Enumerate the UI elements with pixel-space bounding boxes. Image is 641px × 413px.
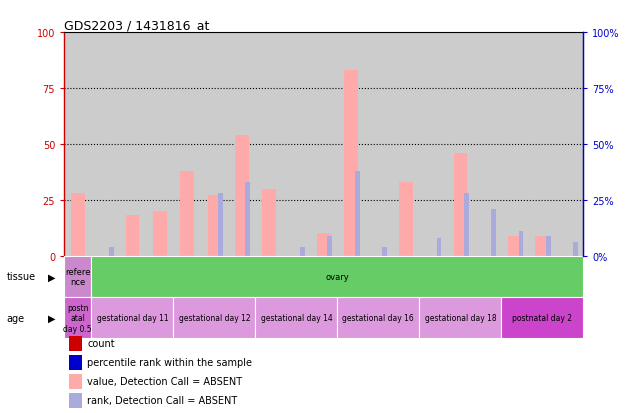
Bar <box>64 33 92 256</box>
Text: ▶: ▶ <box>48 313 56 323</box>
Bar <box>92 297 174 339</box>
Bar <box>126 216 139 256</box>
Bar <box>228 33 255 256</box>
Bar <box>108 247 113 256</box>
Bar <box>174 297 255 339</box>
Bar <box>69 393 82 408</box>
Bar <box>399 183 413 256</box>
Bar <box>174 33 201 256</box>
Bar <box>337 297 419 339</box>
Bar <box>491 209 496 256</box>
Bar <box>501 33 529 256</box>
Bar <box>573 243 578 256</box>
Bar <box>208 196 221 256</box>
Bar <box>508 236 522 256</box>
Text: count: count <box>87 339 115 349</box>
Bar <box>365 33 392 256</box>
Bar <box>328 236 332 256</box>
Text: gestational day 12: gestational day 12 <box>179 313 250 323</box>
Bar <box>437 238 442 256</box>
Bar <box>71 194 85 256</box>
Bar <box>153 211 167 256</box>
Bar <box>69 355 82 370</box>
Text: postn
atal
day 0.5: postn atal day 0.5 <box>63 303 92 333</box>
Text: value, Detection Call = ABSENT: value, Detection Call = ABSENT <box>87 377 242 387</box>
Bar <box>235 135 249 256</box>
Bar <box>535 236 549 256</box>
Bar <box>246 183 250 256</box>
Text: age: age <box>6 313 24 323</box>
Bar <box>419 33 447 256</box>
Bar <box>283 33 310 256</box>
Bar <box>310 33 337 256</box>
Bar <box>474 33 501 256</box>
Bar <box>146 33 174 256</box>
Bar <box>454 154 467 256</box>
Bar <box>262 189 276 256</box>
Text: gestational day 11: gestational day 11 <box>97 313 168 323</box>
Bar <box>354 171 360 256</box>
Bar <box>218 194 223 256</box>
Bar <box>464 194 469 256</box>
Bar <box>392 33 419 256</box>
Text: rank, Detection Call = ABSENT: rank, Detection Call = ABSENT <box>87 396 238 406</box>
Bar <box>255 297 337 339</box>
Bar <box>556 33 583 256</box>
Text: gestational day 18: gestational day 18 <box>424 313 496 323</box>
Bar <box>64 297 92 339</box>
Bar <box>180 171 194 256</box>
Bar <box>546 236 551 256</box>
Bar <box>529 33 556 256</box>
Bar <box>201 33 228 256</box>
Text: gestational day 14: gestational day 14 <box>260 313 332 323</box>
Bar <box>519 232 524 256</box>
Bar <box>447 33 474 256</box>
Text: refere
nce: refere nce <box>65 267 90 286</box>
Bar <box>92 33 119 256</box>
Text: ovary: ovary <box>326 272 349 281</box>
Bar <box>382 247 387 256</box>
Text: gestational day 16: gestational day 16 <box>342 313 414 323</box>
Bar <box>337 33 365 256</box>
Bar <box>255 33 283 256</box>
Bar <box>317 234 331 256</box>
Bar <box>501 297 583 339</box>
Text: percentile rank within the sample: percentile rank within the sample <box>87 358 253 368</box>
Bar <box>119 33 146 256</box>
Text: GDS2203 / 1431816_at: GDS2203 / 1431816_at <box>64 19 210 32</box>
Bar <box>69 336 82 351</box>
Text: postnatal day 2: postnatal day 2 <box>512 313 572 323</box>
Bar <box>344 71 358 256</box>
Bar <box>64 256 92 297</box>
Text: ▶: ▶ <box>48 272 56 282</box>
Text: tissue: tissue <box>6 272 35 282</box>
Bar <box>69 374 82 389</box>
Bar <box>419 297 501 339</box>
Bar <box>300 247 305 256</box>
